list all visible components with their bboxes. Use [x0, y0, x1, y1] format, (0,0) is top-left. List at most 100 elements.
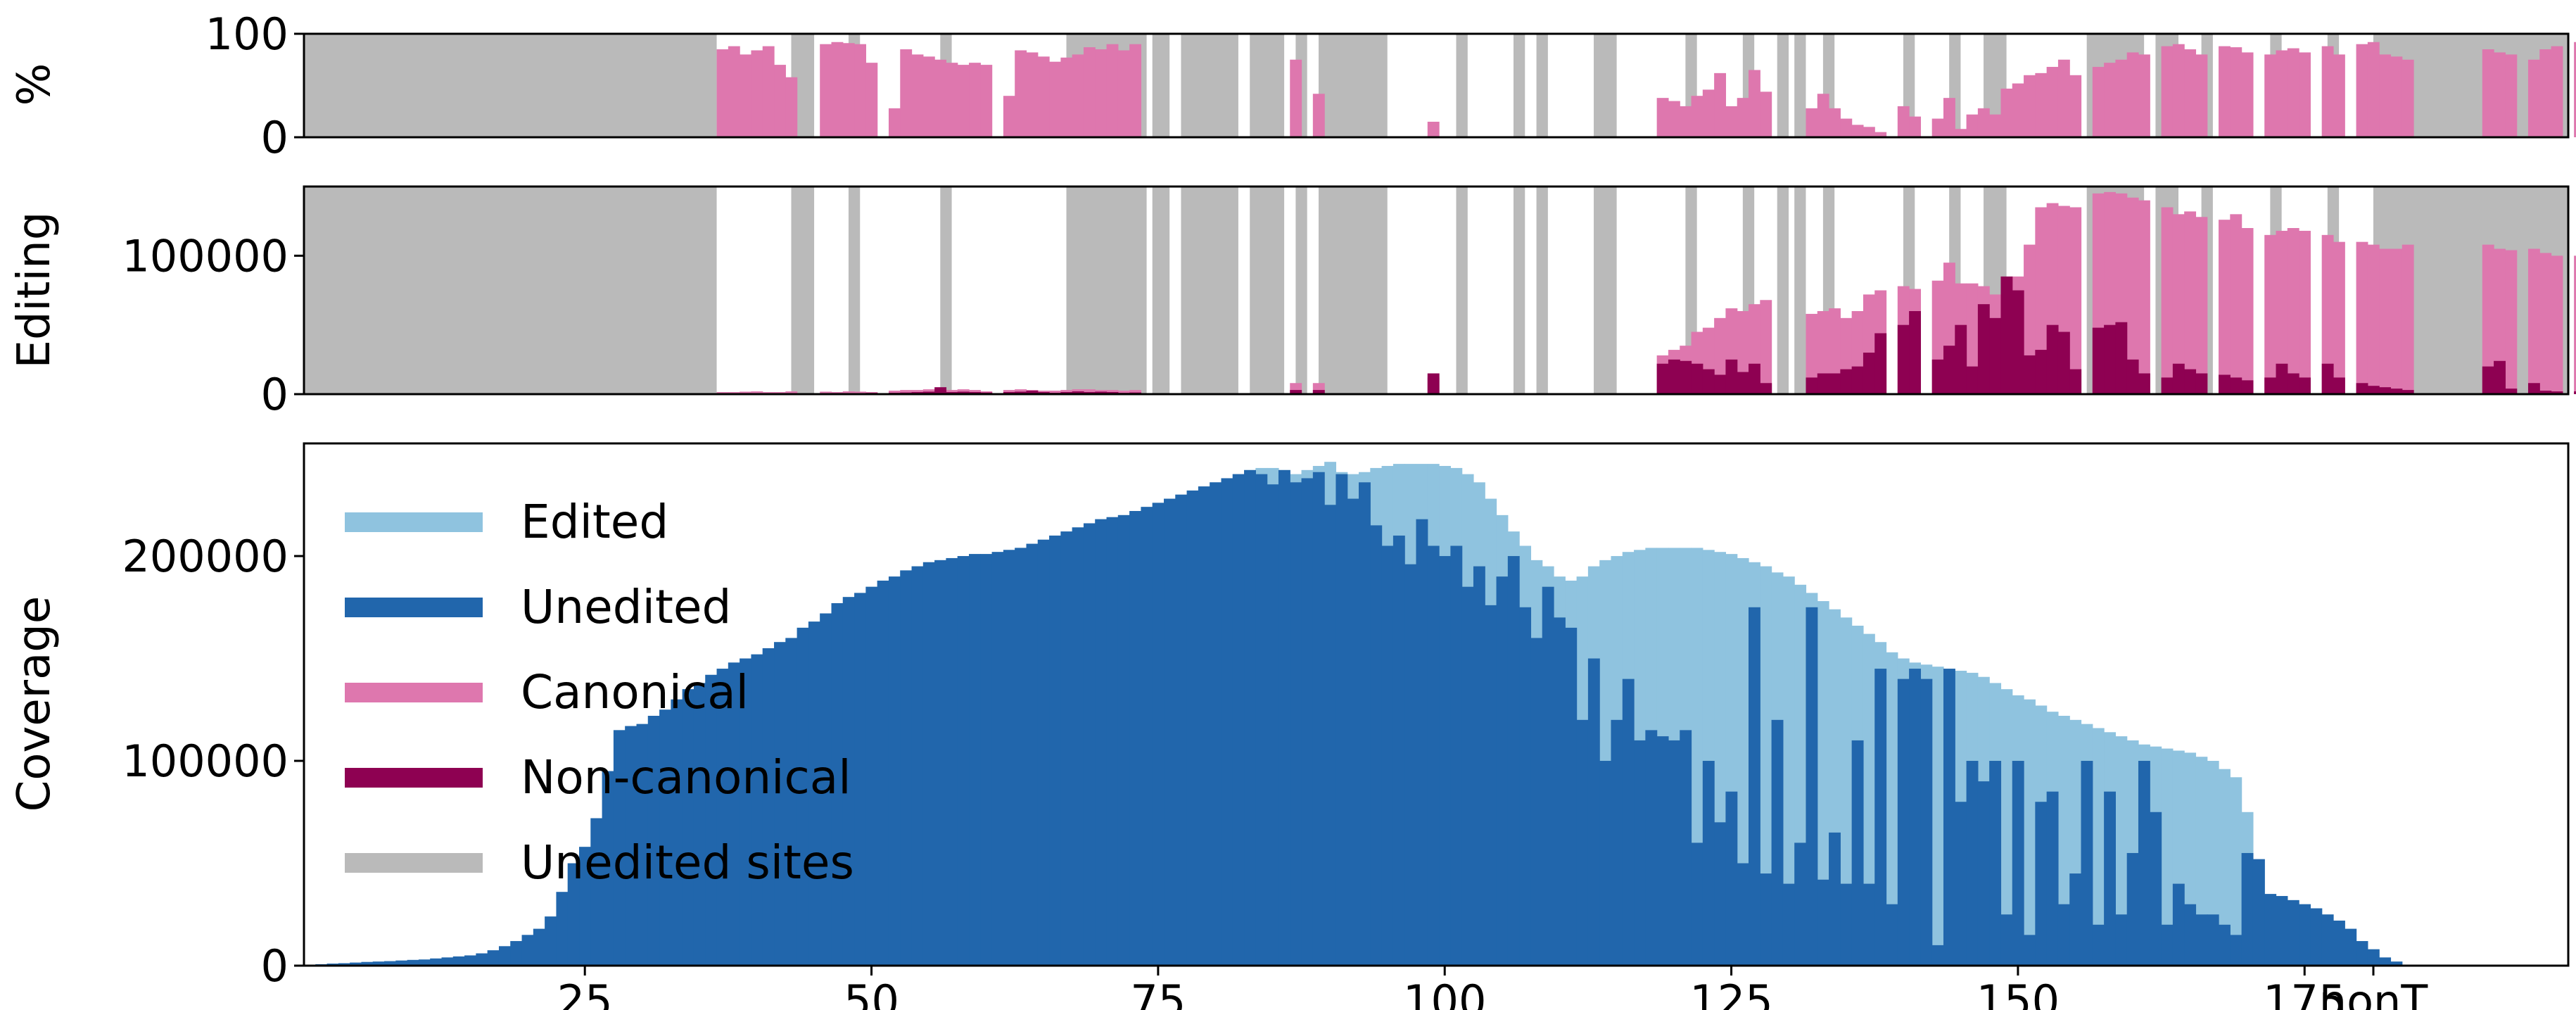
unedited-coverage-bar: [1530, 638, 1543, 966]
canonical-percent-bar: [900, 49, 913, 137]
unedited-coverage-bar: [452, 956, 465, 966]
canonical-percent-bar: [1106, 44, 1119, 138]
unedited-coverage-bar: [1221, 478, 1233, 966]
unedited-coverage-bar: [842, 597, 855, 966]
canonical-bar: [2367, 244, 2380, 394]
unedited-coverage-bar: [671, 699, 683, 966]
unedited-coverage-bar: [1920, 678, 1933, 966]
legend-label-non-canonical: Non-canonical: [521, 750, 851, 804]
unedited-coverage-bar: [1565, 627, 1578, 966]
non-canonical-bar: [1714, 374, 1727, 394]
non-canonical-bar: [2321, 363, 2334, 394]
non-canonical-bar: [2035, 350, 2048, 394]
canonical-bar: [842, 391, 855, 394]
canonical-percent-bar: [2024, 75, 2036, 137]
x-tick-label: 75: [1130, 976, 1186, 1010]
unedited-coverage-bar: [1611, 719, 1623, 966]
unedited-coverage-bar: [854, 593, 866, 966]
unedited-site-span: [1250, 187, 1285, 394]
non-canonical-bar: [2379, 387, 2392, 394]
unedited-site-span: [1318, 187, 1388, 394]
unedited-coverage-bar: [361, 961, 374, 966]
canonical-percent-bar: [2551, 46, 2563, 137]
unedited-site-span: [1513, 187, 1525, 394]
unedited-coverage-bar: [1186, 490, 1199, 966]
canonical-percent-bar: [1725, 106, 1738, 137]
non-canonical-bar: [1817, 373, 1829, 394]
unedited-coverage-bar: [1117, 515, 1130, 966]
unedited-coverage-bar: [682, 689, 694, 966]
unedited-coverage-bar: [1587, 658, 1600, 966]
canonical-percent-bar: [2138, 54, 2150, 137]
unedited-coverage-bar: [1175, 494, 1188, 966]
unedited-coverage-bar: [2241, 852, 2254, 966]
unedited-coverage-bar: [820, 613, 832, 966]
unedited-coverage-bar: [1806, 607, 1818, 966]
unedited-coverage-bar: [911, 566, 924, 966]
unedited-coverage-bar: [659, 709, 671, 966]
canonical-bar: [2069, 207, 2082, 394]
unedited-coverage-bar: [831, 602, 844, 966]
canonical-percent-bar: [2069, 75, 2082, 137]
unedited-coverage-bar: [384, 961, 396, 966]
canonical-percent-bar: [2505, 54, 2518, 137]
edited-coverage-bar: [2092, 728, 2105, 966]
canonical-percent-bar: [2172, 44, 2185, 138]
canonical-percent-bar: [854, 44, 866, 138]
legend-label-unedited-sites: Unedited sites: [521, 835, 854, 890]
unedited-coverage-bar: [1152, 503, 1165, 966]
unedited-coverage-bar: [395, 960, 408, 966]
unedited-site-span: [1295, 187, 1307, 394]
unedited-coverage-bar: [1290, 482, 1302, 966]
canonical-percent-bar: [934, 59, 947, 137]
unedited-coverage-bar: [2367, 949, 2380, 966]
canonical-bar: [2219, 220, 2231, 394]
unedited-coverage-bar: [338, 963, 350, 966]
non-canonical-bar: [1680, 360, 1692, 394]
unedited-coverage-bar: [1519, 607, 1532, 966]
y-tick-label: 0: [261, 112, 288, 163]
unedited-coverage-bar: [2104, 791, 2116, 966]
canonical-bar: [1129, 390, 1142, 394]
canonical-percent-bar: [946, 63, 958, 137]
canonical-percent-bar: [1955, 129, 1967, 137]
unedited-coverage-bar: [1599, 761, 1612, 966]
canonical-percent-bar: [957, 65, 970, 137]
non-canonical-bar: [1966, 366, 1979, 394]
unedited-coverage-bar: [1485, 605, 1497, 966]
unedited-site-span: [848, 187, 861, 394]
canonical-bar: [1117, 391, 1130, 394]
canonical-percent-bar: [1312, 94, 1325, 137]
canonical-bar: [2333, 241, 2345, 394]
non-canonical-bar: [1874, 333, 1887, 394]
unedited-coverage-bar: [1278, 469, 1290, 966]
non-canonical-bar: [934, 387, 947, 394]
unedited-coverage-bar: [1244, 469, 1256, 966]
non-canonical-bar: [1931, 359, 1944, 394]
unedited-coverage-bar: [1931, 945, 1944, 966]
unedited-coverage-bar: [2299, 904, 2311, 966]
unedited-coverage-bar: [2012, 761, 2024, 966]
canonical-percent-bar: [1760, 91, 1772, 137]
non-canonical-bar: [1943, 346, 1955, 394]
canonical-percent-bar: [2184, 49, 2197, 137]
non-canonical-bar: [1829, 373, 1841, 394]
non-canonical-bar: [1656, 363, 1669, 394]
unedited-coverage-bar: [2115, 914, 2128, 966]
canonical-percent-bar: [716, 49, 729, 137]
unedited-site-span: [1181, 34, 1238, 137]
non-canonical-bar: [2299, 377, 2311, 394]
unedited-coverage-bar: [1198, 486, 1210, 966]
unedited-coverage-bar: [1129, 511, 1142, 966]
canonical-percent-bar: [2035, 72, 2048, 137]
canonical-percent-bar: [1840, 118, 1853, 137]
unedited-coverage-bar: [785, 638, 798, 966]
unedited-coverage-bar: [991, 552, 1004, 966]
unedited-coverage-bar: [1392, 535, 1405, 966]
canonical-bar: [2574, 255, 2576, 394]
x-tick-label: 125: [1689, 976, 1772, 1010]
unedited-coverage-bar: [2390, 961, 2403, 966]
unedited-coverage-bar: [1324, 505, 1337, 966]
unedited-coverage-bar: [877, 580, 889, 966]
legend-swatch-non-canonical: [345, 768, 483, 788]
